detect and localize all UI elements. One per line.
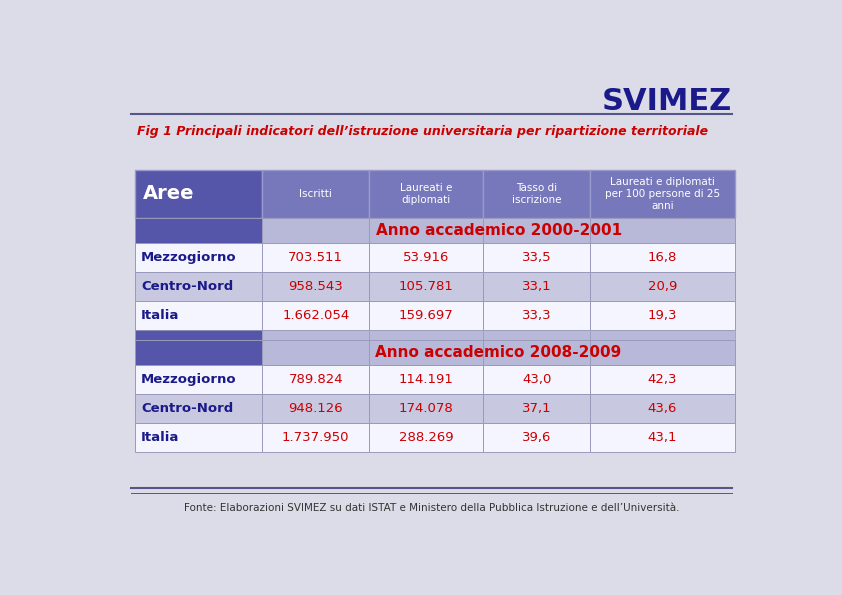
Text: Centro-Nord: Centro-Nord [141, 280, 233, 293]
Bar [262, 301, 370, 330]
Bar [262, 394, 370, 423]
Bar [135, 330, 262, 340]
Text: 33,3: 33,3 [522, 309, 552, 322]
Text: 159.697: 159.697 [399, 309, 454, 322]
Text: 789.824: 789.824 [289, 373, 343, 386]
Text: Tasso di
iscrizione: Tasso di iscrizione [512, 183, 562, 205]
Text: 37,1: 37,1 [522, 402, 552, 415]
Bar [483, 218, 590, 243]
Text: Italia: Italia [141, 309, 179, 322]
Bar [483, 243, 590, 272]
Text: 19,3: 19,3 [647, 309, 677, 322]
Text: 39,6: 39,6 [522, 431, 552, 444]
Text: 703.511: 703.511 [288, 251, 344, 264]
Text: 958.543: 958.543 [288, 280, 344, 293]
Bar [135, 272, 262, 301]
Bar [262, 340, 370, 365]
Text: Laureati e diplomati
per 100 persone di 25
anni: Laureati e diplomati per 100 persone di … [605, 177, 720, 211]
Text: 1.662.054: 1.662.054 [282, 309, 349, 322]
Text: SVIMEZ: SVIMEZ [601, 87, 732, 117]
Bar [370, 340, 483, 365]
Bar [135, 301, 262, 330]
Text: Mezzogiorno: Mezzogiorno [141, 251, 237, 264]
Bar [135, 340, 262, 365]
Text: 105.781: 105.781 [399, 280, 454, 293]
Bar [370, 330, 483, 340]
Bar [483, 301, 590, 330]
Bar [590, 365, 735, 394]
Text: 20,9: 20,9 [647, 280, 677, 293]
Text: 948.126: 948.126 [289, 402, 343, 415]
Bar [135, 170, 262, 218]
Text: 43,0: 43,0 [522, 373, 552, 386]
Bar [262, 218, 370, 243]
Text: Anno accademico 2008-2009: Anno accademico 2008-2009 [376, 345, 621, 360]
Bar [370, 170, 483, 218]
Text: Fig 1 Principali indicatori dell’istruzione universitaria per ripartizione terri: Fig 1 Principali indicatori dell’istruzi… [136, 125, 707, 138]
Text: Anno accademico 2000-2001: Anno accademico 2000-2001 [376, 223, 621, 238]
Text: 1.737.950: 1.737.950 [282, 431, 349, 444]
Bar [262, 330, 370, 340]
Bar [135, 394, 262, 423]
Text: Mezzogiorno: Mezzogiorno [141, 373, 237, 386]
Bar [135, 423, 262, 452]
Text: 42,3: 42,3 [647, 373, 677, 386]
Bar [370, 243, 483, 272]
Bar [590, 218, 735, 243]
Bar [483, 330, 590, 340]
Text: 288.269: 288.269 [399, 431, 454, 444]
Bar [590, 301, 735, 330]
Bar [590, 330, 735, 340]
Text: 174.078: 174.078 [399, 402, 454, 415]
Bar [483, 170, 590, 218]
Bar [370, 423, 483, 452]
Bar [370, 218, 483, 243]
Bar [590, 243, 735, 272]
Text: 53.916: 53.916 [403, 251, 450, 264]
Bar [135, 218, 262, 243]
Bar [262, 170, 370, 218]
Text: Iscritti: Iscritti [299, 189, 333, 199]
Text: 16,8: 16,8 [647, 251, 677, 264]
Bar [370, 301, 483, 330]
Text: 33,1: 33,1 [522, 280, 552, 293]
Text: Centro-Nord: Centro-Nord [141, 402, 233, 415]
Bar [590, 340, 735, 365]
Bar [262, 272, 370, 301]
Bar [590, 170, 735, 218]
Text: Italia: Italia [141, 431, 179, 444]
Bar [135, 365, 262, 394]
Text: 43,1: 43,1 [647, 431, 677, 444]
Text: Aree: Aree [142, 184, 194, 203]
Bar [483, 272, 590, 301]
Bar [370, 365, 483, 394]
Text: Laureati e
diplomati: Laureati e diplomati [400, 183, 452, 205]
Bar [590, 394, 735, 423]
Bar [370, 272, 483, 301]
Bar [370, 394, 483, 423]
Bar [262, 423, 370, 452]
Bar [483, 394, 590, 423]
Bar [262, 365, 370, 394]
Text: 33,5: 33,5 [522, 251, 552, 264]
Text: 114.191: 114.191 [399, 373, 454, 386]
Bar [262, 243, 370, 272]
Bar [483, 423, 590, 452]
Bar [590, 423, 735, 452]
Text: 43,6: 43,6 [647, 402, 677, 415]
Bar [483, 365, 590, 394]
Bar [135, 243, 262, 272]
Bar [483, 340, 590, 365]
Text: Fonte: Elaborazioni SVIMEZ su dati ISTAT e Ministero della Pubblica Istruzione e: Fonte: Elaborazioni SVIMEZ su dati ISTAT… [184, 503, 679, 512]
Bar [590, 272, 735, 301]
